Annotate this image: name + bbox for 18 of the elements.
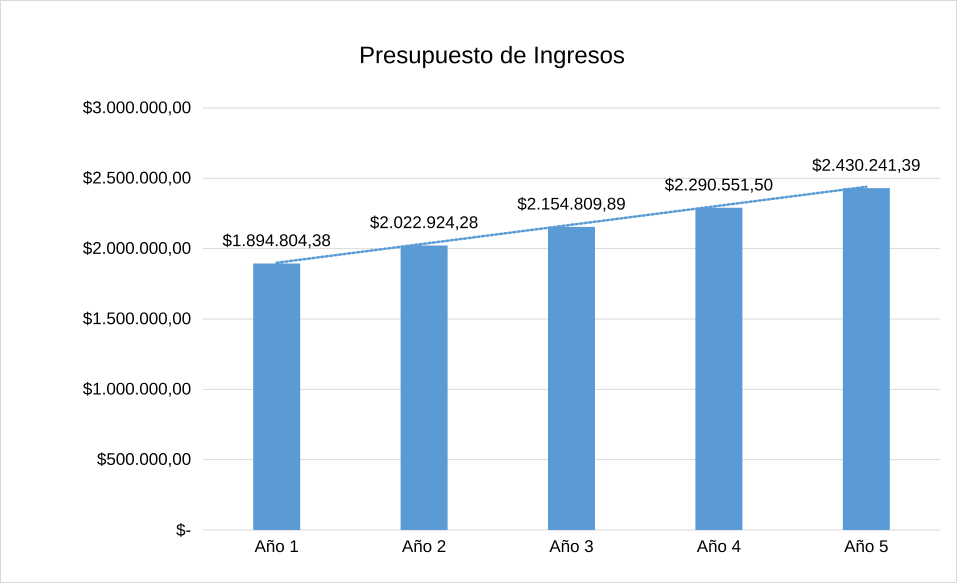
y-tick-label: $3.000.000,00 bbox=[83, 100, 190, 116]
data-label: $1.894.804,38 bbox=[222, 234, 330, 248]
y-tick-label: $2.000.000,00 bbox=[83, 241, 190, 256]
x-tick-label: Año 4 bbox=[696, 540, 741, 552]
data-label: $2.154.809,89 bbox=[518, 196, 625, 212]
x-tick-label: Año 5 bbox=[844, 540, 888, 552]
x-tick-label: Año 3 bbox=[549, 540, 593, 552]
y-tick-label: $- bbox=[176, 523, 190, 537]
chart-title: Presupuesto de Ingresos bbox=[361, 46, 624, 68]
data-label: $2.430.241,39 bbox=[812, 158, 920, 173]
x-tick-label: Año 1 bbox=[254, 540, 298, 552]
data-label: $2.022.924,28 bbox=[370, 216, 478, 230]
y-tick-label: $500.000,00 bbox=[97, 452, 190, 468]
y-tick-label: $2.500.000,00 bbox=[83, 170, 190, 186]
data-label: $2.290.551,50 bbox=[664, 178, 772, 193]
x-tick-label: Año 2 bbox=[402, 540, 446, 552]
y-tick-label: $1.500.000,00 bbox=[83, 312, 190, 326]
y-tick-label: $1.000.000,00 bbox=[83, 382, 190, 397]
